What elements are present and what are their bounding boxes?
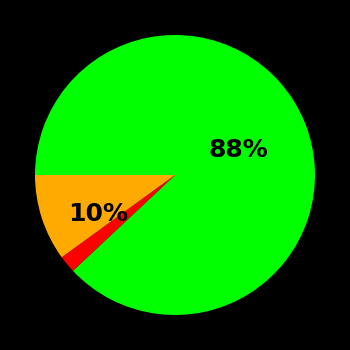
Wedge shape [35, 175, 175, 257]
Text: 88%: 88% [208, 138, 268, 162]
Text: 10%: 10% [68, 202, 128, 226]
Wedge shape [62, 175, 175, 271]
Wedge shape [35, 35, 315, 315]
